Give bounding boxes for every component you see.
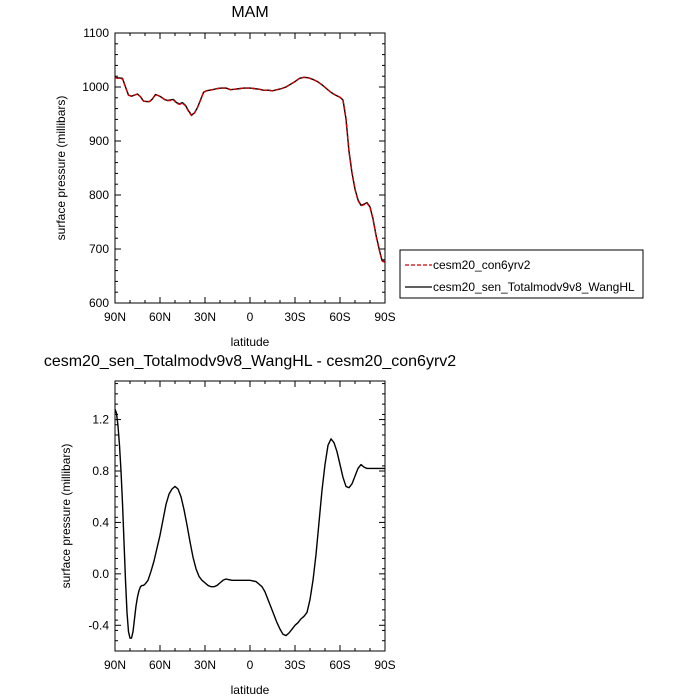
top-y-tick-label: 700 (89, 242, 109, 256)
top-series-lines (114, 76, 386, 264)
legend-label-sen: cesm20_sen_Totalmodv9v8_WangHL (433, 280, 635, 294)
bottom-series-line-difference (114, 409, 385, 639)
top-title: MAM (231, 4, 268, 21)
top-y-tick-label: 1100 (83, 26, 109, 40)
bottom-y-tick-label: 0.0 (92, 567, 109, 581)
bottom-x-tick-label: 0 (247, 658, 254, 672)
bottom-title: cesm20_sen_Totalmodv9v8_WangHL - cesm20_… (44, 353, 456, 370)
top-y-tick-label: 1000 (82, 80, 109, 94)
top-plot-frame (114, 32, 386, 304)
bottom-x-tick-label: 90S (374, 658, 395, 672)
legend: cesm20_con6yrv2 cesm20_sen_Totalmodv9v8_… (399, 249, 644, 299)
bottom-y-tick-label: 0.8 (92, 464, 109, 478)
bottom-x-tick-label: 60N (149, 658, 171, 672)
top-series-line-cesm20-con6yrv2 (114, 76, 386, 264)
top-x-tick-label: 90S (374, 310, 395, 324)
bottom-y-tick-label: 0.4 (92, 515, 109, 529)
top-x-ticks: 90N 60N 30N 0 30S 60S 90S (104, 33, 396, 324)
top-x-tick-label: 60N (149, 310, 171, 324)
bottom-y-tick-label: -0.4 (88, 618, 109, 632)
panel-bottom: cesm20_sen_Totalmodv9v8_WangHL - cesm20_… (44, 353, 456, 697)
top-x-tick-label: 90N (104, 310, 126, 324)
bottom-x-ticks: 90N 60N 30N 0 30S 60S 90S (104, 381, 396, 672)
top-x-tick-label: 30S (284, 310, 305, 324)
panel-top: MAM 90N 60N 30N 0 30S 60S 90S 600 700 800 900 1000… (54, 4, 396, 349)
bottom-y-ticks: -0.4 0.0 0.4 0.8 1.2 (88, 383, 385, 652)
top-x-tick-label: 60S (329, 310, 350, 324)
bottom-x-tick-label: 90N (104, 658, 126, 672)
bottom-x-axis-label: latitude (231, 683, 270, 697)
top-x-tick-label: 0 (247, 310, 254, 324)
bottom-plot-frame (114, 380, 386, 652)
top-y-tick-label: 600 (89, 296, 109, 310)
top-y-ticks: 600 700 800 900 1000 1100 (82, 26, 385, 310)
bottom-x-tick-label: 60S (329, 658, 350, 672)
bottom-y-axis-label: surface pressure (millibars) (59, 444, 73, 589)
legend-box (399, 249, 644, 299)
top-x-axis-label: latitude (231, 335, 270, 349)
top-x-tick-label: 30N (194, 310, 216, 324)
bottom-x-tick-label: 30S (284, 658, 305, 672)
top-y-tick-label: 900 (89, 134, 109, 148)
top-y-axis-label: surface pressure (millibars) (54, 96, 68, 241)
bottom-y-tick-label: 1.2 (92, 413, 109, 427)
top-series-line-cesm20-sen-totalmodv9v8-wanghl (114, 76, 386, 263)
bottom-series-lines (114, 409, 385, 639)
legend-label-con6yrv2: cesm20_con6yrv2 (433, 258, 531, 272)
bottom-x-tick-label: 30N (194, 658, 216, 672)
top-y-tick-label: 800 (89, 188, 109, 202)
